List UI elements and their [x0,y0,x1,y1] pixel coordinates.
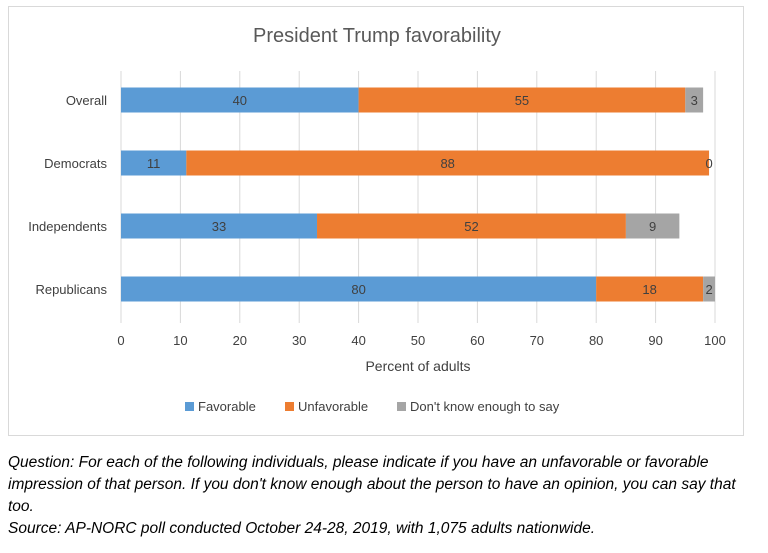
x-tick-label: 90 [648,333,662,348]
bar-segment [358,87,686,113]
legend-label: Don't know enough to say [410,399,560,414]
bar-segment [703,276,715,302]
x-tick-label: 20 [233,333,247,348]
x-axis-title: Percent of adults [365,358,470,374]
footnote-question: Question: For each of the following indi… [8,454,736,515]
x-tick-label: 50 [411,333,425,348]
x-tick-label: 100 [704,333,726,348]
chart-svg: President Trump favorability 40 55 3 Overall… [28,25,726,414]
x-tick-label: 80 [589,333,603,348]
legend-swatch [397,402,406,411]
x-tick-label: 40 [351,333,365,348]
bar-segment [596,276,704,302]
legend-label: Favorable [198,399,256,414]
footnote-source: Source: AP-NORC poll conducted October 2… [8,520,596,537]
bar-segment [186,150,710,176]
x-tick-label: 70 [530,333,544,348]
chart-frame: President Trump favorability 40 55 3 Overall… [8,6,744,436]
category-label: Overall [66,93,107,108]
x-tick-label: 30 [292,333,306,348]
data-label: 0 [705,156,712,171]
data-label: 52 [464,219,478,234]
x-tick-label: 0 [117,333,124,348]
data-label: 88 [440,156,454,171]
data-label: 80 [351,282,365,297]
data-label: 40 [233,93,247,108]
x-tick-label: 10 [173,333,187,348]
category-label: Democrats [44,156,107,171]
legend-label: Unfavorable [298,399,368,414]
data-label: 3 [691,93,698,108]
data-label: 9 [649,219,656,234]
chart-title: President Trump favorability [253,25,501,47]
data-label: 55 [515,93,529,108]
data-label: 11 [147,156,161,171]
bar-segment [121,87,359,113]
data-label: 2 [705,282,712,297]
legend-swatch [285,402,294,411]
legend-swatch [185,402,194,411]
bar-segment [121,276,597,302]
x-tick-label: 60 [470,333,484,348]
bar-segment [685,87,704,113]
footnote: Question: For each of the following indi… [8,452,764,540]
bar-segment [625,213,680,239]
bar-segment [121,150,187,176]
data-label: 18 [642,282,656,297]
category-label: Independents [28,219,107,234]
bar-segment [121,213,318,239]
bar-segment [317,213,626,239]
category-label: Republicans [35,282,107,297]
data-label: 33 [212,219,226,234]
